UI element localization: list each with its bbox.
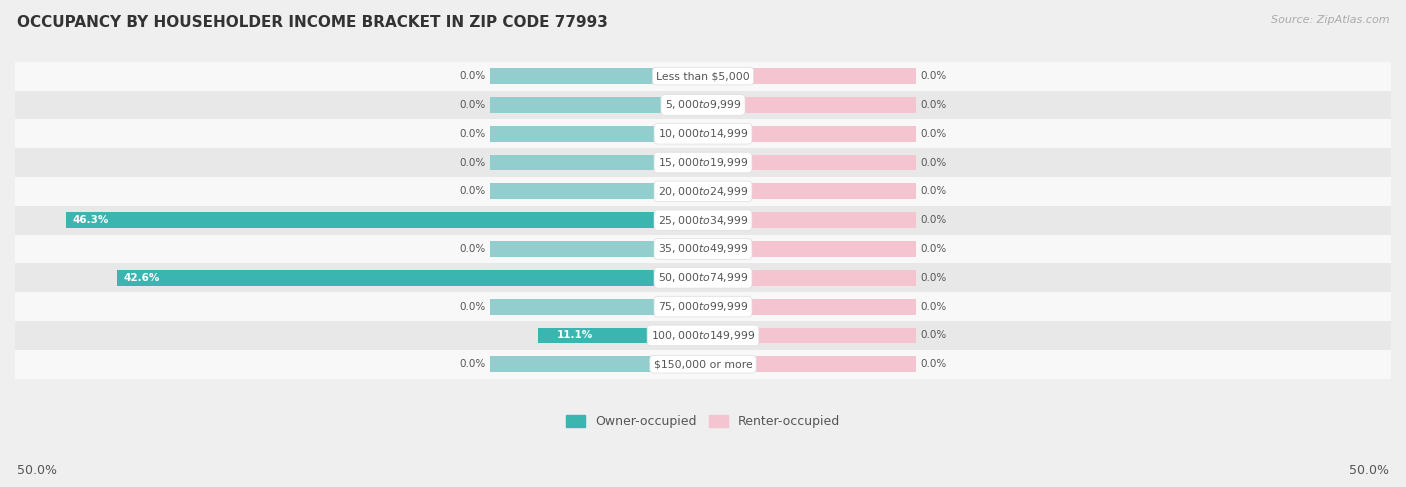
Text: $25,000 to $34,999: $25,000 to $34,999 [658, 214, 748, 226]
Text: 0.0%: 0.0% [460, 158, 485, 168]
Bar [703, 356, 917, 372]
Bar [703, 241, 917, 257]
Text: OCCUPANCY BY HOUSEHOLDER INCOME BRACKET IN ZIP CODE 77993: OCCUPANCY BY HOUSEHOLDER INCOME BRACKET … [17, 15, 607, 30]
Bar [15, 62, 1391, 91]
Bar [15, 119, 1391, 148]
Bar [703, 184, 917, 199]
Bar [15, 350, 1391, 379]
Text: 0.0%: 0.0% [921, 215, 946, 225]
Bar [15, 206, 1391, 235]
Text: $5,000 to $9,999: $5,000 to $9,999 [665, 98, 741, 112]
Bar [15, 177, 1391, 206]
Text: 0.0%: 0.0% [921, 71, 946, 81]
Bar [489, 68, 703, 84]
Bar [117, 270, 703, 286]
Text: $100,000 to $149,999: $100,000 to $149,999 [651, 329, 755, 342]
Bar [15, 235, 1391, 263]
Bar [15, 321, 1391, 350]
Bar [489, 184, 703, 199]
Bar [489, 126, 703, 142]
Text: Less than $5,000: Less than $5,000 [657, 71, 749, 81]
Bar [703, 126, 917, 142]
Text: 42.6%: 42.6% [124, 273, 160, 283]
Bar [15, 148, 1391, 177]
Bar [703, 68, 917, 84]
Text: 0.0%: 0.0% [460, 129, 485, 139]
Text: 0.0%: 0.0% [921, 187, 946, 196]
Bar [703, 270, 917, 286]
Bar [66, 212, 703, 228]
Text: 0.0%: 0.0% [460, 187, 485, 196]
Text: 50.0%: 50.0% [17, 464, 56, 477]
Text: $10,000 to $14,999: $10,000 to $14,999 [658, 127, 748, 140]
Bar [703, 299, 917, 315]
Text: 0.0%: 0.0% [460, 359, 485, 369]
Bar [703, 155, 917, 170]
Bar [489, 356, 703, 372]
Text: 0.0%: 0.0% [921, 129, 946, 139]
Bar [703, 328, 917, 343]
Legend: Owner-occupied, Renter-occupied: Owner-occupied, Renter-occupied [561, 411, 845, 433]
Text: Source: ZipAtlas.com: Source: ZipAtlas.com [1271, 15, 1389, 25]
Text: 50.0%: 50.0% [1350, 464, 1389, 477]
Text: 0.0%: 0.0% [921, 359, 946, 369]
Bar [489, 299, 703, 315]
Text: $50,000 to $74,999: $50,000 to $74,999 [658, 271, 748, 284]
Text: 11.1%: 11.1% [557, 331, 593, 340]
Text: 0.0%: 0.0% [921, 273, 946, 283]
Text: $75,000 to $99,999: $75,000 to $99,999 [658, 300, 748, 313]
Text: $150,000 or more: $150,000 or more [654, 359, 752, 369]
Text: 0.0%: 0.0% [921, 244, 946, 254]
Text: 0.0%: 0.0% [460, 301, 485, 312]
Text: 0.0%: 0.0% [460, 100, 485, 110]
Text: 0.0%: 0.0% [460, 244, 485, 254]
Text: $15,000 to $19,999: $15,000 to $19,999 [658, 156, 748, 169]
Bar [703, 212, 917, 228]
Bar [15, 263, 1391, 292]
Text: $20,000 to $24,999: $20,000 to $24,999 [658, 185, 748, 198]
Text: 0.0%: 0.0% [921, 100, 946, 110]
Text: 0.0%: 0.0% [921, 301, 946, 312]
Bar [489, 97, 703, 113]
Bar [703, 97, 917, 113]
Bar [15, 91, 1391, 119]
Bar [15, 292, 1391, 321]
Bar [489, 155, 703, 170]
Text: $35,000 to $49,999: $35,000 to $49,999 [658, 243, 748, 256]
Text: 46.3%: 46.3% [73, 215, 110, 225]
Text: 0.0%: 0.0% [460, 71, 485, 81]
Bar [489, 241, 703, 257]
Text: 0.0%: 0.0% [921, 331, 946, 340]
Bar [538, 328, 703, 343]
Text: 0.0%: 0.0% [921, 158, 946, 168]
